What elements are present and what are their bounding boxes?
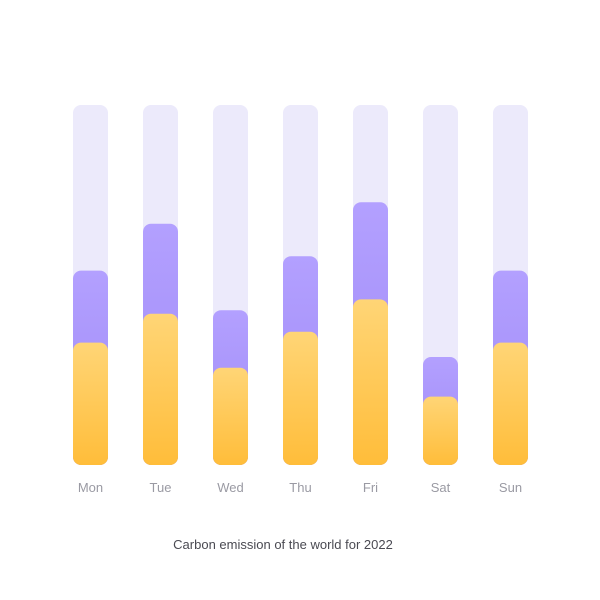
- bar-group-mon: [73, 105, 108, 465]
- bar-group-wed: [213, 105, 248, 465]
- x-tick-label-mon: Mon: [78, 480, 103, 495]
- bar-lower-tue: [143, 313, 178, 465]
- bar-lower-sun: [493, 342, 528, 465]
- bar-lower-wed: [213, 367, 248, 465]
- bar-lower-fri: [353, 299, 388, 465]
- chart-title: Carbon emission of the world for 2022: [173, 537, 393, 552]
- x-tick-label-thu: Thu: [289, 480, 311, 495]
- bar-lower-mon: [73, 342, 108, 465]
- x-tick-label-fri: Fri: [363, 480, 378, 495]
- bar-group-fri: [353, 105, 388, 465]
- x-tick-label-sun: Sun: [499, 480, 522, 495]
- bar-group-sun: [493, 105, 528, 465]
- bar-group-thu: [283, 105, 318, 465]
- bar-group-sat: [423, 105, 458, 465]
- bar-group-tue: [143, 105, 178, 465]
- x-tick-label-sat: Sat: [431, 480, 451, 495]
- bar-lower-thu: [283, 331, 318, 465]
- bar-lower-sat: [423, 396, 458, 465]
- x-tick-label-wed: Wed: [217, 480, 244, 495]
- x-tick-label-tue: Tue: [150, 480, 172, 495]
